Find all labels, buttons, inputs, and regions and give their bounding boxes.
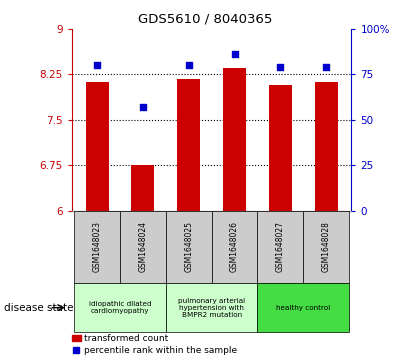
Bar — [85, 82, 109, 211]
Bar — [120, 211, 166, 283]
Text: GSM1648026: GSM1648026 — [230, 221, 239, 272]
Text: disease state: disease state — [4, 303, 74, 313]
Point — [185, 62, 192, 68]
Text: GDS5610 / 8040365: GDS5610 / 8040365 — [139, 13, 272, 26]
Bar — [74, 283, 166, 332]
Text: GSM1648024: GSM1648024 — [139, 221, 148, 272]
Bar — [212, 211, 257, 283]
Text: idiopathic dilated
cardiomyopathy: idiopathic dilated cardiomyopathy — [89, 301, 151, 314]
Bar — [257, 211, 303, 283]
Text: GSM1648023: GSM1648023 — [92, 221, 102, 272]
Bar — [303, 211, 349, 283]
Text: GSM1648025: GSM1648025 — [184, 221, 193, 272]
Text: pulmonary arterial
hypertension with
BMPR2 mutation: pulmonary arterial hypertension with BMP… — [178, 298, 245, 318]
Bar — [166, 283, 257, 332]
Bar — [223, 68, 246, 211]
Text: healthy control: healthy control — [276, 305, 330, 311]
Point — [94, 62, 100, 68]
Point — [323, 64, 330, 70]
Bar — [132, 165, 155, 211]
Bar — [177, 79, 200, 211]
Point — [231, 52, 238, 57]
Bar — [166, 211, 212, 283]
Bar — [269, 85, 292, 211]
Text: GSM1648028: GSM1648028 — [322, 221, 331, 272]
Point — [277, 64, 284, 70]
Bar — [257, 283, 349, 332]
Legend: transformed count, percentile rank within the sample: transformed count, percentile rank withi… — [68, 331, 241, 359]
Bar — [74, 211, 120, 283]
Bar — [315, 82, 338, 211]
Text: GSM1648027: GSM1648027 — [276, 221, 285, 272]
Point — [140, 104, 146, 110]
